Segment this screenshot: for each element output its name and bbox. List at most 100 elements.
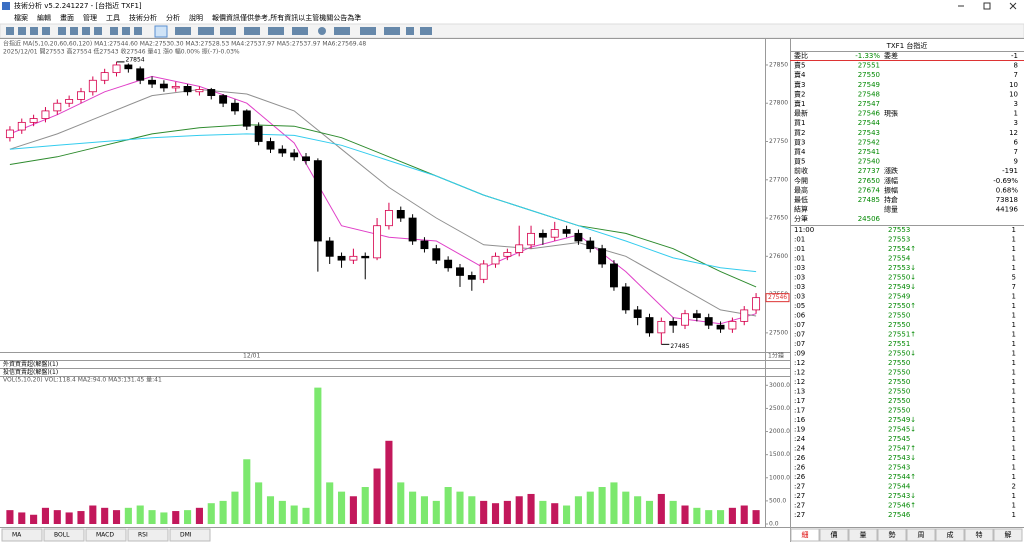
candle-body <box>538 232 547 238</box>
indicator-tab-label[interactable]: MA <box>12 532 22 539</box>
side-tab-label[interactable]: 成 <box>947 530 954 539</box>
quote-header: TXF1 台指近 <box>886 41 928 50</box>
candle-body <box>159 83 168 89</box>
tick-price: 27543 <box>888 464 910 472</box>
candle-body <box>550 229 559 238</box>
tick-volume: 1 <box>1012 416 1016 424</box>
volume-bar <box>385 440 393 524</box>
side-tab[interactable] <box>877 528 907 542</box>
quote-value: 27548 <box>858 90 880 98</box>
tick-volume: 2 <box>1012 483 1016 491</box>
tick-volume: 1 <box>1012 378 1016 386</box>
side-tab[interactable] <box>906 528 936 542</box>
menu-item[interactable]: 技術分析 <box>129 13 157 22</box>
menu-item[interactable]: 說明 <box>189 13 203 22</box>
menu-item[interactable]: 檔案 <box>14 13 28 22</box>
quote-value: 27550 <box>858 71 880 79</box>
indicator-label[interactable]: 投信買賣超(解盤)(1) <box>3 368 58 376</box>
moving-average-line <box>9 133 757 273</box>
quote-value: 8 <box>1014 62 1018 70</box>
indicator-tab[interactable] <box>85 528 127 542</box>
side-tab-label[interactable]: 特 <box>976 530 983 539</box>
toolbar-icons[interactable] <box>6 25 432 38</box>
menu-item[interactable]: 工具 <box>106 14 120 22</box>
indicator-tab[interactable] <box>43 528 85 542</box>
tick-price: 27554 <box>888 255 911 263</box>
side-tab[interactable] <box>935 528 965 542</box>
quote-value: 1 <box>1014 110 1018 118</box>
candle-body <box>633 309 642 318</box>
y-tick-label: 27600 <box>769 253 788 260</box>
tick-price: 27553 <box>888 236 910 244</box>
candle-body <box>645 317 654 334</box>
current-price: 27546 <box>768 294 787 301</box>
quote-label: 現張 <box>884 110 898 118</box>
quote-label: 最新 <box>794 109 808 118</box>
volume-bar <box>89 505 97 524</box>
indicator-tab-label[interactable]: RSI <box>138 532 148 539</box>
tick-time: :19 <box>794 426 805 434</box>
tick-volume: 1 <box>1012 359 1016 367</box>
side-tab-label[interactable]: 周 <box>918 531 925 539</box>
indicator-tab-label[interactable]: DMI <box>180 532 192 539</box>
quote-label: 委差 <box>884 51 898 60</box>
volume-bar <box>705 510 713 524</box>
quote-label: 結算 <box>794 205 808 214</box>
candle-body <box>740 309 749 322</box>
tick-price: 27553↓ <box>888 264 916 272</box>
candle-body <box>148 79 156 85</box>
menu-item[interactable]: 畫面 <box>60 13 74 22</box>
tick-volume: 1 <box>1012 226 1016 234</box>
side-tab-label[interactable]: 勢 <box>889 530 896 539</box>
candle-body <box>230 102 239 112</box>
menu-item[interactable]: 分析 <box>166 13 180 22</box>
candle-body <box>124 64 133 70</box>
side-tab[interactable] <box>819 528 849 542</box>
volume-bar <box>610 482 618 524</box>
candle-body <box>621 286 630 311</box>
indicator-tab[interactable] <box>169 528 211 542</box>
volume-bar <box>622 491 630 524</box>
volume-bar <box>101 507 109 524</box>
side-tab[interactable] <box>848 528 878 542</box>
volume-bar <box>172 511 180 524</box>
tick-volume: 1 <box>1012 331 1016 339</box>
side-tab-label[interactable]: 量 <box>860 531 867 539</box>
quote-value: 27544 <box>858 119 881 127</box>
tick-time: :17 <box>794 397 805 405</box>
quote-value: 27737 <box>858 167 880 175</box>
menu-item[interactable]: 編輯 <box>37 13 51 22</box>
indicator-tab[interactable] <box>127 528 169 542</box>
candle-body <box>610 263 618 288</box>
tick-price: 27545↓ <box>888 426 916 434</box>
indicator-label[interactable]: 外資買賣超(解盤)(1) <box>3 360 58 368</box>
tick-time: :03 <box>794 293 805 301</box>
side-tab-label[interactable]: 解 <box>1005 530 1012 539</box>
volume-bar <box>480 500 488 524</box>
indicator-tab-label[interactable]: MACD <box>96 532 114 539</box>
tick-price: 27547↑ <box>888 445 916 453</box>
chart-info: 2025/12/01 開27553 高27554 低27543 收27546 量… <box>3 48 240 56</box>
tick-volume: 1 <box>1012 264 1016 272</box>
indicator-tab[interactable] <box>1 528 43 542</box>
tick-price: 27550 <box>888 369 910 377</box>
side-tab[interactable] <box>790 528 820 542</box>
candle-body <box>432 248 441 261</box>
tick-volume: 1 <box>1012 369 1016 377</box>
volume-bar <box>18 512 26 524</box>
volume-bar <box>231 491 239 524</box>
candle-body <box>598 248 607 265</box>
window-buttons[interactable] <box>958 2 1017 10</box>
quote-value: 27541 <box>858 148 880 156</box>
candle-body <box>88 79 97 93</box>
moving-average-line <box>9 124 757 288</box>
side-tab[interactable] <box>993 528 1023 542</box>
side-tab-label[interactable]: 細 <box>802 530 809 539</box>
side-tab[interactable] <box>964 528 994 542</box>
menu-item[interactable]: 管理 <box>83 13 97 22</box>
side-tab-label[interactable]: 價 <box>831 530 838 539</box>
indicator-tab-label[interactable]: BOLL <box>54 532 70 539</box>
quote-value: 27542 <box>858 138 880 146</box>
